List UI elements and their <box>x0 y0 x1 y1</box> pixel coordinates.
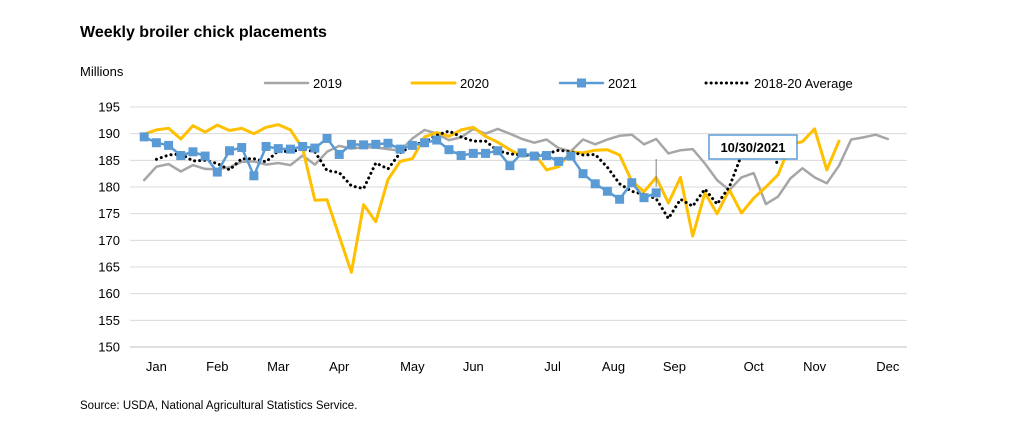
data-point-marker <box>151 138 161 148</box>
data-point-marker <box>578 169 588 179</box>
legend-label: 2018-20 Average <box>754 76 853 91</box>
data-point-marker <box>444 145 454 155</box>
x-tick-label: Aug <box>602 359 625 374</box>
legend-label: 2020 <box>460 76 489 91</box>
y-tick-label: 165 <box>98 260 120 275</box>
data-point-marker <box>212 167 222 177</box>
data-point-marker <box>249 171 259 181</box>
chart-title: Weekly broiler chick placements <box>80 24 327 41</box>
gridlines <box>130 106 907 348</box>
x-tick-label: Apr <box>329 359 350 374</box>
legend-item: 2020 <box>410 76 489 91</box>
data-point-marker <box>554 156 564 166</box>
callout-label: 10/30/2021 <box>720 140 785 155</box>
data-point-marker <box>200 151 210 161</box>
series-line-2020 <box>142 123 841 274</box>
x-tick-label: Jan <box>146 359 167 374</box>
data-point-marker <box>566 151 576 161</box>
x-tick-label: Feb <box>206 359 228 374</box>
data-point-marker <box>468 148 478 158</box>
y-tick-label: 175 <box>98 206 120 221</box>
y-tick-label: 195 <box>98 100 120 115</box>
data-point-marker <box>359 140 369 150</box>
x-axis-month-labels: Jan Feb Mar Apr May Jun Jul Aug Sep Oct Nov Dec <box>146 359 900 374</box>
data-point-marker <box>188 147 198 157</box>
x-tick-label: Nov <box>803 359 827 374</box>
data-point-marker <box>310 143 320 153</box>
data-point-marker <box>298 141 308 151</box>
x-tick-label: May <box>400 359 425 374</box>
y-tick-label: 160 <box>98 286 120 301</box>
date-callout: 10/30/2021 <box>655 134 798 187</box>
y-tick-label: 180 <box>98 180 120 195</box>
data-point-marker <box>432 135 442 145</box>
data-point-marker <box>615 194 625 204</box>
data-point-marker <box>493 146 503 156</box>
data-point-marker <box>176 151 186 161</box>
legend-marker <box>577 78 586 88</box>
x-tick-label: Dec <box>876 359 900 374</box>
data-point-marker <box>627 178 637 188</box>
data-point-marker <box>383 138 393 148</box>
legend-item: 2018-20 Average <box>704 76 853 91</box>
y-tick-label: 185 <box>98 153 120 168</box>
data-point-marker <box>602 186 612 196</box>
y-tick-label: 190 <box>98 126 120 141</box>
data-point-marker <box>273 144 283 154</box>
x-tick-label: Oct <box>744 359 765 374</box>
y-tick-label: 155 <box>98 313 120 328</box>
data-point-marker <box>517 148 527 158</box>
callout-box <box>708 134 798 160</box>
data-point-marker <box>139 132 149 142</box>
data-point-marker <box>371 139 381 149</box>
legend-label: 2019 <box>313 76 342 91</box>
data-point-marker <box>541 151 551 161</box>
legend: 2019 2020 2021 2018-20 Average <box>263 76 853 91</box>
y-axis-unit-label: Millions <box>80 64 124 79</box>
x-tick-label: Mar <box>267 359 290 374</box>
data-point-marker <box>334 149 344 159</box>
data-point-marker <box>420 138 430 148</box>
data-point-marker <box>322 133 332 143</box>
data-point-marker <box>481 148 491 158</box>
data-point-marker <box>529 151 539 161</box>
y-tick-label: 170 <box>98 233 120 248</box>
x-tick-label: Jul <box>544 359 561 374</box>
source-note: Source: USDA, National Agricultural Stat… <box>80 400 358 412</box>
y-axis-ticks: 150 155 160 165 170 175 180 185 190 195 <box>98 100 120 355</box>
data-point-marker <box>505 161 515 171</box>
data-point-marker <box>285 144 295 154</box>
data-point-marker <box>225 146 235 156</box>
data-point-marker <box>590 179 600 189</box>
legend-label: 2021 <box>608 76 637 91</box>
x-tick-label: Sep <box>663 359 686 374</box>
series-markers <box>139 132 661 204</box>
legend-item: 2019 <box>263 76 342 91</box>
y-tick-label: 150 <box>98 340 120 355</box>
data-point-marker <box>346 139 356 149</box>
data-point-marker <box>261 141 271 151</box>
data-point-marker <box>395 144 405 154</box>
data-point-marker <box>407 140 417 150</box>
data-point-marker <box>456 151 466 161</box>
legend-item: 2021 <box>558 76 637 91</box>
data-point-marker <box>651 188 661 198</box>
data-point-marker <box>237 143 247 153</box>
data-point-marker <box>164 140 174 150</box>
x-tick-label: Jun <box>463 359 484 374</box>
series-line-2019 <box>142 127 890 206</box>
data-point-marker <box>639 193 649 203</box>
